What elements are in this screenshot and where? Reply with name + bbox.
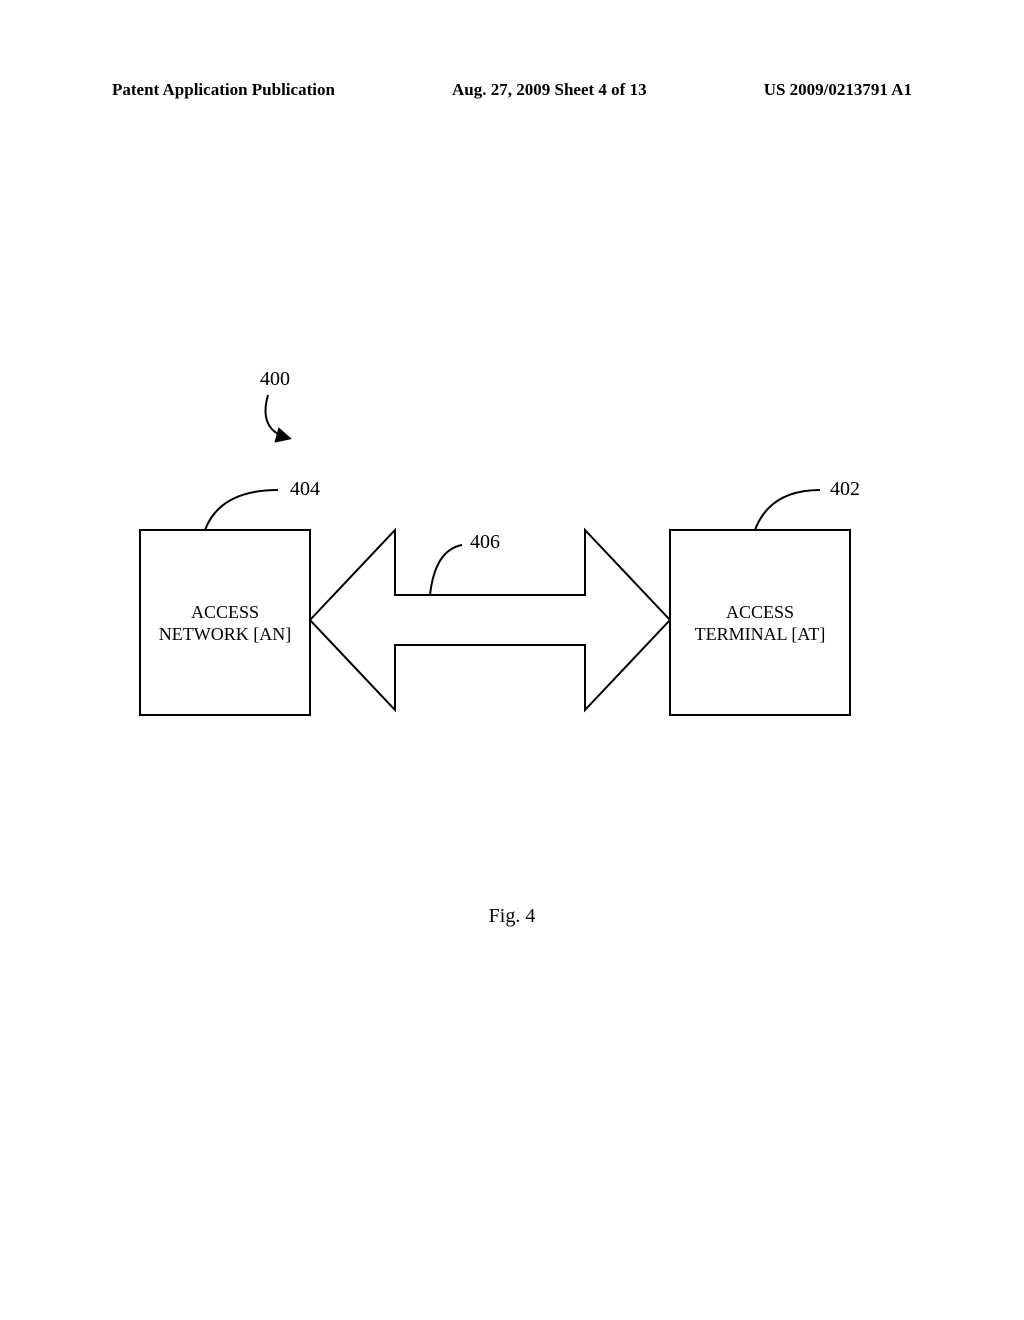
ref-406-label: 406 (470, 531, 500, 553)
node-an-label-2: NETWORK [AN] (159, 624, 291, 644)
ref-406-leader (430, 545, 462, 595)
ref-404-label: 404 (290, 478, 320, 500)
node-at-box (670, 530, 850, 715)
node-an-box (140, 530, 310, 715)
node-at-label-1: ACCESS (726, 602, 794, 622)
figure-caption: Fig. 4 (412, 905, 612, 928)
ref-404-leader (205, 490, 278, 530)
node-an-label-1: ACCESS (191, 602, 259, 622)
ref-402-label: 402 (830, 478, 860, 500)
double-arrow (310, 530, 670, 710)
ref-400-leader (266, 395, 289, 438)
diagram: 400 ACCESS NETWORK [AN] 404 ACCESS TERMI… (0, 0, 1024, 1320)
ref-402-leader (755, 490, 820, 530)
node-at-label-2: TERMINAL [AT] (695, 624, 826, 644)
ref-400-label: 400 (260, 368, 290, 390)
